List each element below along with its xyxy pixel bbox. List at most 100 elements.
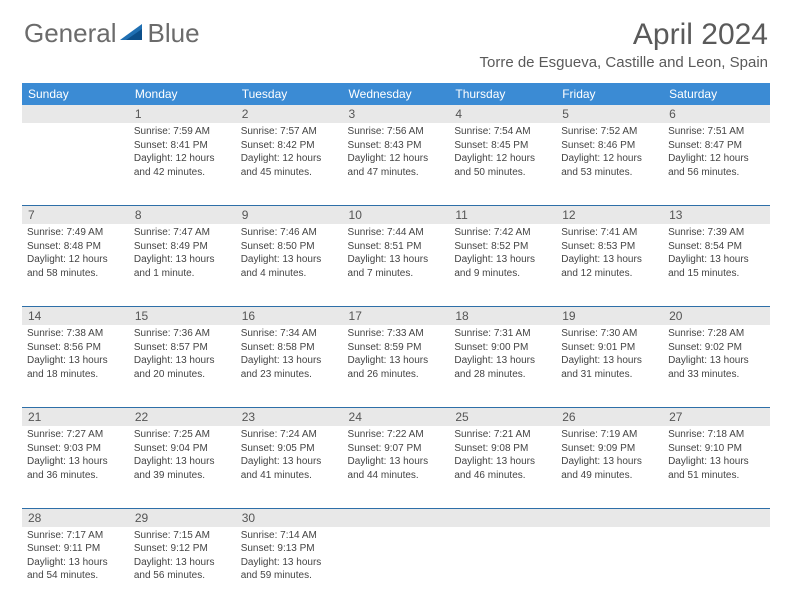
- day-number-cell: 4: [449, 105, 556, 123]
- day-number-cell: 11: [449, 206, 556, 224]
- day-info: Sunrise: 7:49 AMSunset: 8:48 PMDaylight:…: [27, 226, 124, 280]
- header-wednesday: Wednesday: [343, 83, 450, 105]
- day-info: Sunrise: 7:24 AMSunset: 9:05 PMDaylight:…: [241, 428, 338, 482]
- day-cell: [449, 527, 556, 609]
- day-info: Sunrise: 7:27 AMSunset: 9:03 PMDaylight:…: [27, 428, 124, 482]
- day-number-cell: 22: [129, 408, 236, 426]
- day-info: Sunrise: 7:18 AMSunset: 9:10 PMDaylight:…: [668, 428, 765, 482]
- day-number-cell: 6: [663, 105, 770, 123]
- day-cell: Sunrise: 7:49 AMSunset: 8:48 PMDaylight:…: [22, 224, 129, 306]
- day-cell: Sunrise: 7:25 AMSunset: 9:04 PMDaylight:…: [129, 426, 236, 508]
- day-cell: Sunrise: 7:15 AMSunset: 9:12 PMDaylight:…: [129, 527, 236, 609]
- day-cell: Sunrise: 7:56 AMSunset: 8:43 PMDaylight:…: [343, 123, 450, 205]
- day-number-cell: 25: [449, 408, 556, 426]
- day-info: Sunrise: 7:14 AMSunset: 9:13 PMDaylight:…: [241, 529, 338, 583]
- header-tuesday: Tuesday: [236, 83, 343, 105]
- day-number-cell: 30: [236, 509, 343, 527]
- day-info: Sunrise: 7:51 AMSunset: 8:47 PMDaylight:…: [668, 125, 765, 179]
- day-number-cell: 3: [343, 105, 450, 123]
- day-info: Sunrise: 7:47 AMSunset: 8:49 PMDaylight:…: [134, 226, 231, 280]
- day-info: Sunrise: 7:38 AMSunset: 8:56 PMDaylight:…: [27, 327, 124, 381]
- day-cell: Sunrise: 7:46 AMSunset: 8:50 PMDaylight:…: [236, 224, 343, 306]
- day-number-cell: 2: [236, 105, 343, 123]
- day-number-cell: 23: [236, 408, 343, 426]
- day-info: Sunrise: 7:41 AMSunset: 8:53 PMDaylight:…: [561, 226, 658, 280]
- day-cell: Sunrise: 7:19 AMSunset: 9:09 PMDaylight:…: [556, 426, 663, 508]
- header-thursday: Thursday: [449, 83, 556, 105]
- day-info: Sunrise: 7:44 AMSunset: 8:51 PMDaylight:…: [348, 226, 445, 280]
- day-number-cell: 8: [129, 206, 236, 224]
- day-cell: Sunrise: 7:24 AMSunset: 9:05 PMDaylight:…: [236, 426, 343, 508]
- day-info: Sunrise: 7:31 AMSunset: 9:00 PMDaylight:…: [454, 327, 551, 381]
- day-info-row: Sunrise: 7:27 AMSunset: 9:03 PMDaylight:…: [22, 426, 770, 508]
- day-number-cell: 16: [236, 307, 343, 325]
- day-info: Sunrise: 7:56 AMSunset: 8:43 PMDaylight:…: [348, 125, 445, 179]
- logo: General Blue: [24, 18, 200, 49]
- day-cell: Sunrise: 7:38 AMSunset: 8:56 PMDaylight:…: [22, 325, 129, 407]
- day-cell: Sunrise: 7:42 AMSunset: 8:52 PMDaylight:…: [449, 224, 556, 306]
- day-cell: Sunrise: 7:14 AMSunset: 9:13 PMDaylight:…: [236, 527, 343, 609]
- day-info-row: Sunrise: 7:59 AMSunset: 8:41 PMDaylight:…: [22, 123, 770, 205]
- day-info: Sunrise: 7:54 AMSunset: 8:45 PMDaylight:…: [454, 125, 551, 179]
- calendar-table: Sunday Monday Tuesday Wednesday Thursday…: [22, 83, 770, 609]
- day-info: Sunrise: 7:22 AMSunset: 9:07 PMDaylight:…: [348, 428, 445, 482]
- day-number-cell: 13: [663, 206, 770, 224]
- logo-text-1: General: [24, 18, 117, 49]
- day-cell: Sunrise: 7:22 AMSunset: 9:07 PMDaylight:…: [343, 426, 450, 508]
- day-cell: Sunrise: 7:27 AMSunset: 9:03 PMDaylight:…: [22, 426, 129, 508]
- day-cell: Sunrise: 7:31 AMSunset: 9:00 PMDaylight:…: [449, 325, 556, 407]
- day-cell: Sunrise: 7:28 AMSunset: 9:02 PMDaylight:…: [663, 325, 770, 407]
- day-cell: Sunrise: 7:54 AMSunset: 8:45 PMDaylight:…: [449, 123, 556, 205]
- day-cell: Sunrise: 7:33 AMSunset: 8:59 PMDaylight:…: [343, 325, 450, 407]
- day-info: Sunrise: 7:25 AMSunset: 9:04 PMDaylight:…: [134, 428, 231, 482]
- header-friday: Friday: [556, 83, 663, 105]
- day-info: Sunrise: 7:42 AMSunset: 8:52 PMDaylight:…: [454, 226, 551, 280]
- day-info-row: Sunrise: 7:49 AMSunset: 8:48 PMDaylight:…: [22, 224, 770, 306]
- day-number-cell: [449, 509, 556, 527]
- day-number-cell: 19: [556, 307, 663, 325]
- day-cell: Sunrise: 7:59 AMSunset: 8:41 PMDaylight:…: [129, 123, 236, 205]
- day-number-cell: 28: [22, 509, 129, 527]
- day-number-cell: 26: [556, 408, 663, 426]
- day-cell: [22, 123, 129, 205]
- day-info-row: Sunrise: 7:38 AMSunset: 8:56 PMDaylight:…: [22, 325, 770, 407]
- day-number-cell: 17: [343, 307, 450, 325]
- day-info: Sunrise: 7:30 AMSunset: 9:01 PMDaylight:…: [561, 327, 658, 381]
- day-number-cell: 15: [129, 307, 236, 325]
- day-number-cell: 7: [22, 206, 129, 224]
- day-info: Sunrise: 7:57 AMSunset: 8:42 PMDaylight:…: [241, 125, 338, 179]
- day-cell: [343, 527, 450, 609]
- day-number-cell: 12: [556, 206, 663, 224]
- day-number-cell: 27: [663, 408, 770, 426]
- day-info: Sunrise: 7:21 AMSunset: 9:08 PMDaylight:…: [454, 428, 551, 482]
- day-info: Sunrise: 7:46 AMSunset: 8:50 PMDaylight:…: [241, 226, 338, 280]
- day-number-row: 123456: [22, 105, 770, 123]
- header-sunday: Sunday: [22, 83, 129, 105]
- day-cell: Sunrise: 7:44 AMSunset: 8:51 PMDaylight:…: [343, 224, 450, 306]
- logo-text-2: Blue: [148, 18, 200, 49]
- day-info: Sunrise: 7:19 AMSunset: 9:09 PMDaylight:…: [561, 428, 658, 482]
- page-header: General Blue April 2024 Torre de Esgueva…: [0, 0, 792, 77]
- title-block: April 2024 Torre de Esgueva, Castille an…: [479, 18, 768, 71]
- day-cell: Sunrise: 7:34 AMSunset: 8:58 PMDaylight:…: [236, 325, 343, 407]
- day-cell: Sunrise: 7:51 AMSunset: 8:47 PMDaylight:…: [663, 123, 770, 205]
- header-monday: Monday: [129, 83, 236, 105]
- day-cell: Sunrise: 7:17 AMSunset: 9:11 PMDaylight:…: [22, 527, 129, 609]
- day-number-cell: 1: [129, 105, 236, 123]
- day-info: Sunrise: 7:36 AMSunset: 8:57 PMDaylight:…: [134, 327, 231, 381]
- day-cell: Sunrise: 7:21 AMSunset: 9:08 PMDaylight:…: [449, 426, 556, 508]
- day-cell: [663, 527, 770, 609]
- logo-triangle-icon: [120, 18, 146, 49]
- day-number-row: 78910111213: [22, 206, 770, 224]
- day-info: Sunrise: 7:33 AMSunset: 8:59 PMDaylight:…: [348, 327, 445, 381]
- month-title: April 2024: [479, 18, 768, 52]
- day-cell: Sunrise: 7:30 AMSunset: 9:01 PMDaylight:…: [556, 325, 663, 407]
- day-info: Sunrise: 7:28 AMSunset: 9:02 PMDaylight:…: [668, 327, 765, 381]
- day-cell: Sunrise: 7:18 AMSunset: 9:10 PMDaylight:…: [663, 426, 770, 508]
- day-number-cell: [663, 509, 770, 527]
- day-number-row: 21222324252627: [22, 408, 770, 426]
- day-cell: Sunrise: 7:41 AMSunset: 8:53 PMDaylight:…: [556, 224, 663, 306]
- location-subtitle: Torre de Esgueva, Castille and Leon, Spa…: [479, 54, 768, 71]
- day-info: Sunrise: 7:34 AMSunset: 8:58 PMDaylight:…: [241, 327, 338, 381]
- day-number-cell: 18: [449, 307, 556, 325]
